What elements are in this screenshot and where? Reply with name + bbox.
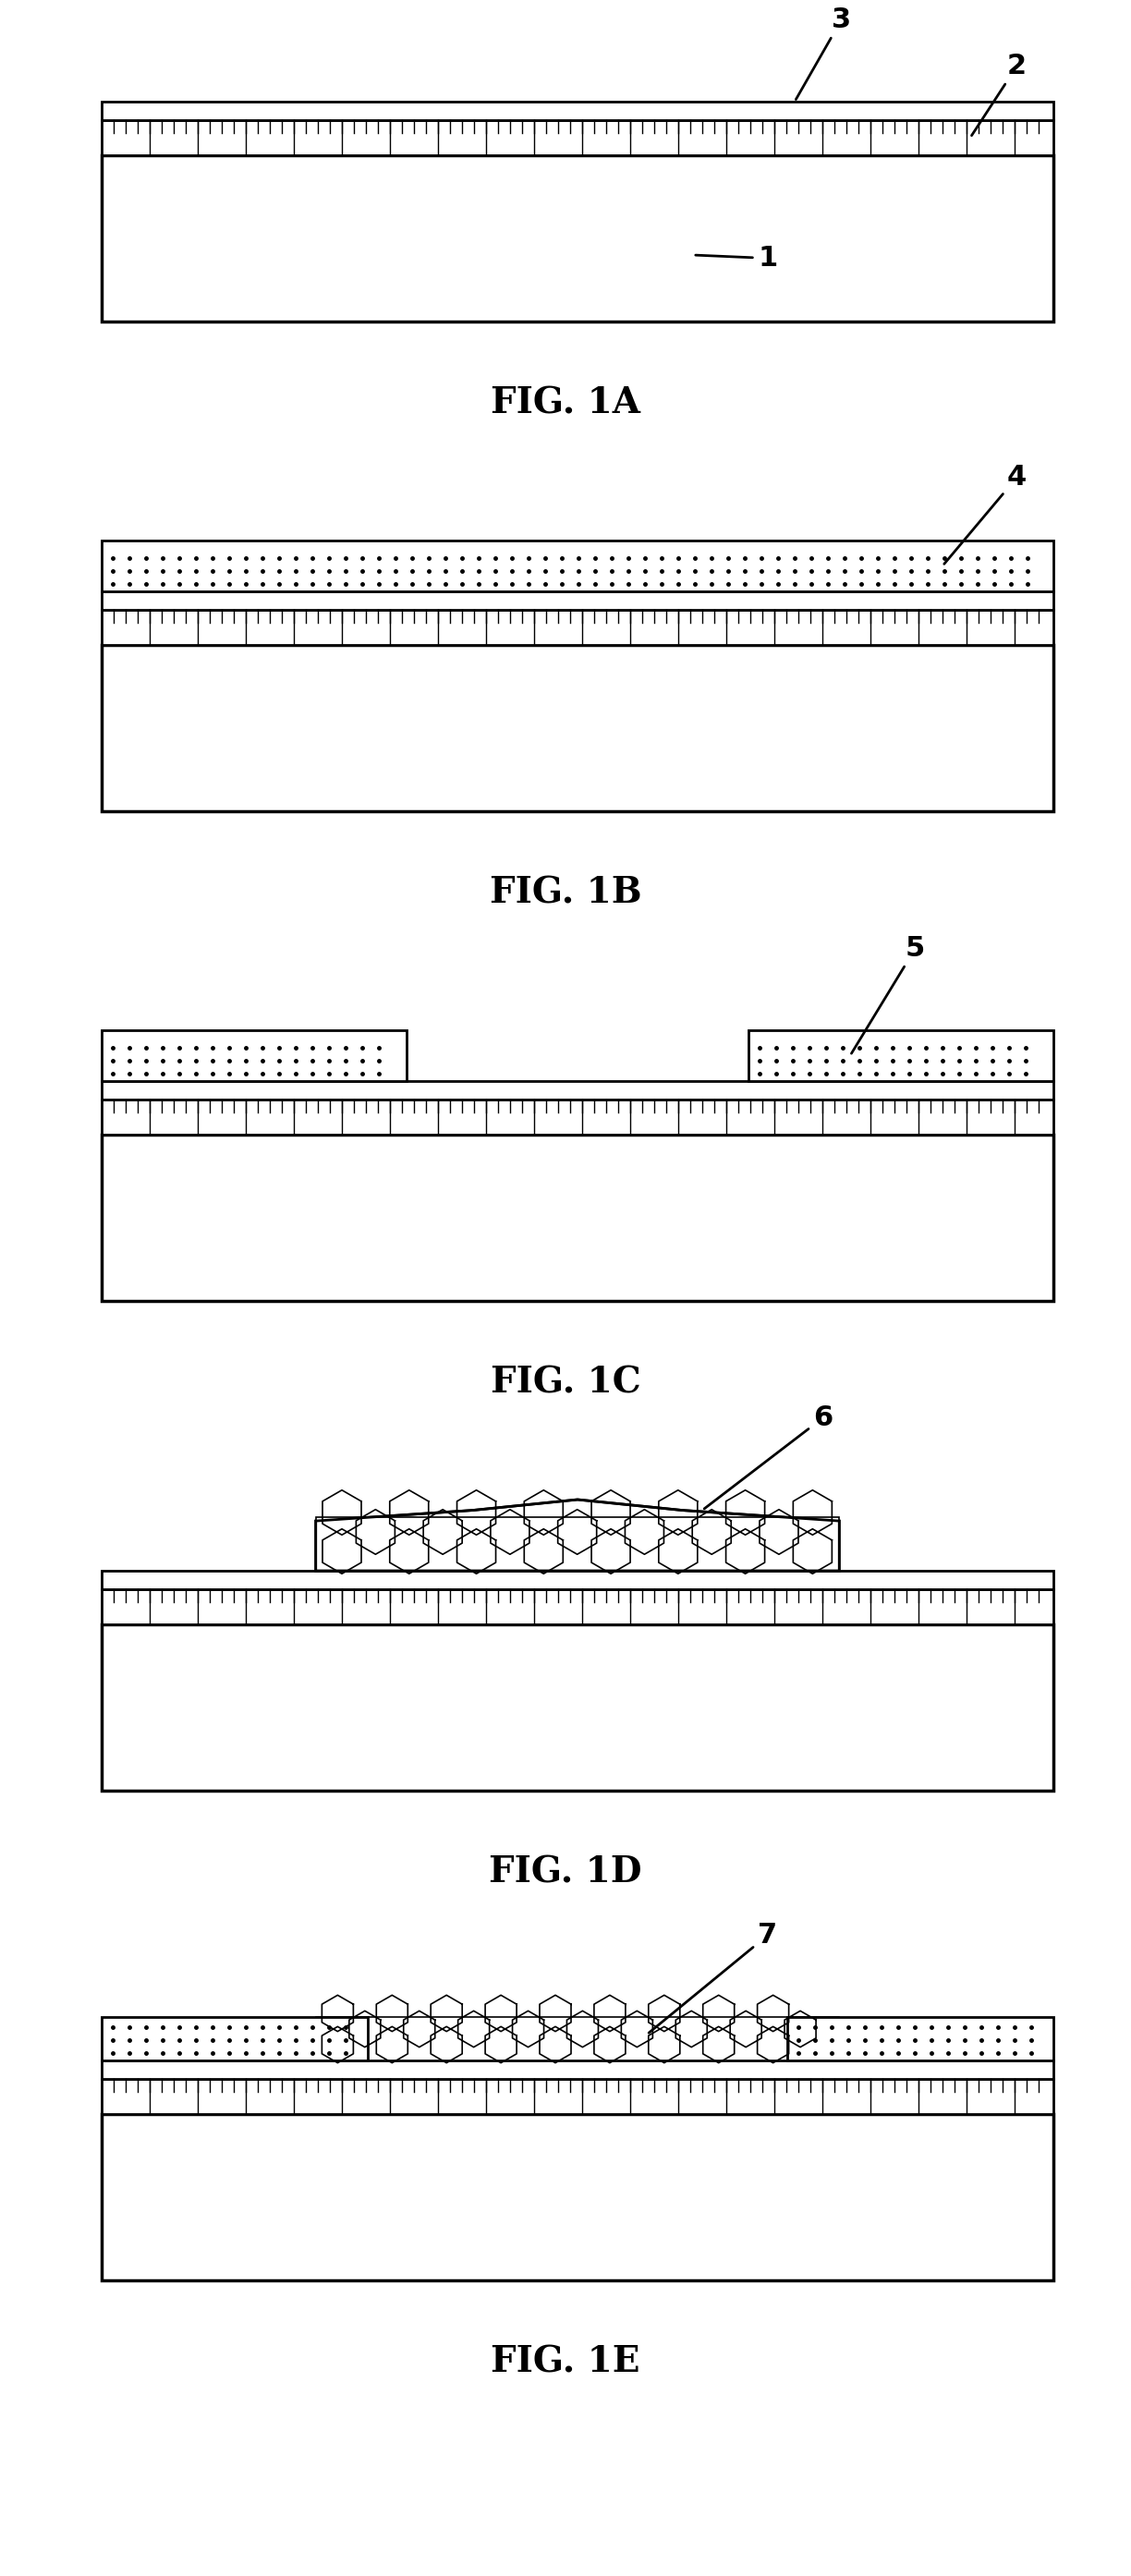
Bar <box>102 100 1053 121</box>
Bar <box>102 2017 368 2061</box>
Text: 7: 7 <box>649 1922 777 2032</box>
Bar <box>102 644 1053 811</box>
Bar <box>102 2061 1053 2079</box>
Text: 3: 3 <box>796 8 852 100</box>
Bar <box>102 1100 1053 1133</box>
Bar <box>102 121 1053 155</box>
Bar <box>787 2017 1053 2061</box>
Text: 4: 4 <box>944 464 1027 564</box>
Bar <box>316 2017 839 2061</box>
Bar <box>102 155 1053 322</box>
Text: FIG. 1A: FIG. 1A <box>491 386 640 422</box>
Text: 1: 1 <box>696 245 777 270</box>
Bar <box>102 1589 1053 1625</box>
Bar <box>102 2079 1053 2115</box>
Bar <box>102 1625 1053 1790</box>
Text: 6: 6 <box>705 1404 832 1510</box>
Text: 2: 2 <box>972 52 1027 137</box>
Bar <box>102 592 1053 611</box>
Text: 5: 5 <box>852 935 925 1054</box>
Text: FIG. 1E: FIG. 1E <box>491 2344 640 2380</box>
Text: FIG. 1B: FIG. 1B <box>490 876 641 912</box>
Bar <box>102 2115 1053 2280</box>
Bar <box>102 1030 406 1082</box>
Polygon shape <box>316 1499 839 1571</box>
Bar <box>102 1082 1053 1100</box>
Bar <box>102 1571 1053 1589</box>
Text: FIG. 1D: FIG. 1D <box>489 1855 642 1891</box>
Bar <box>102 541 1053 592</box>
Bar <box>316 1517 839 1571</box>
Bar <box>102 611 1053 644</box>
Bar <box>102 1133 1053 1301</box>
Text: FIG. 1C: FIG. 1C <box>491 1365 640 1401</box>
Bar <box>749 1030 1053 1082</box>
